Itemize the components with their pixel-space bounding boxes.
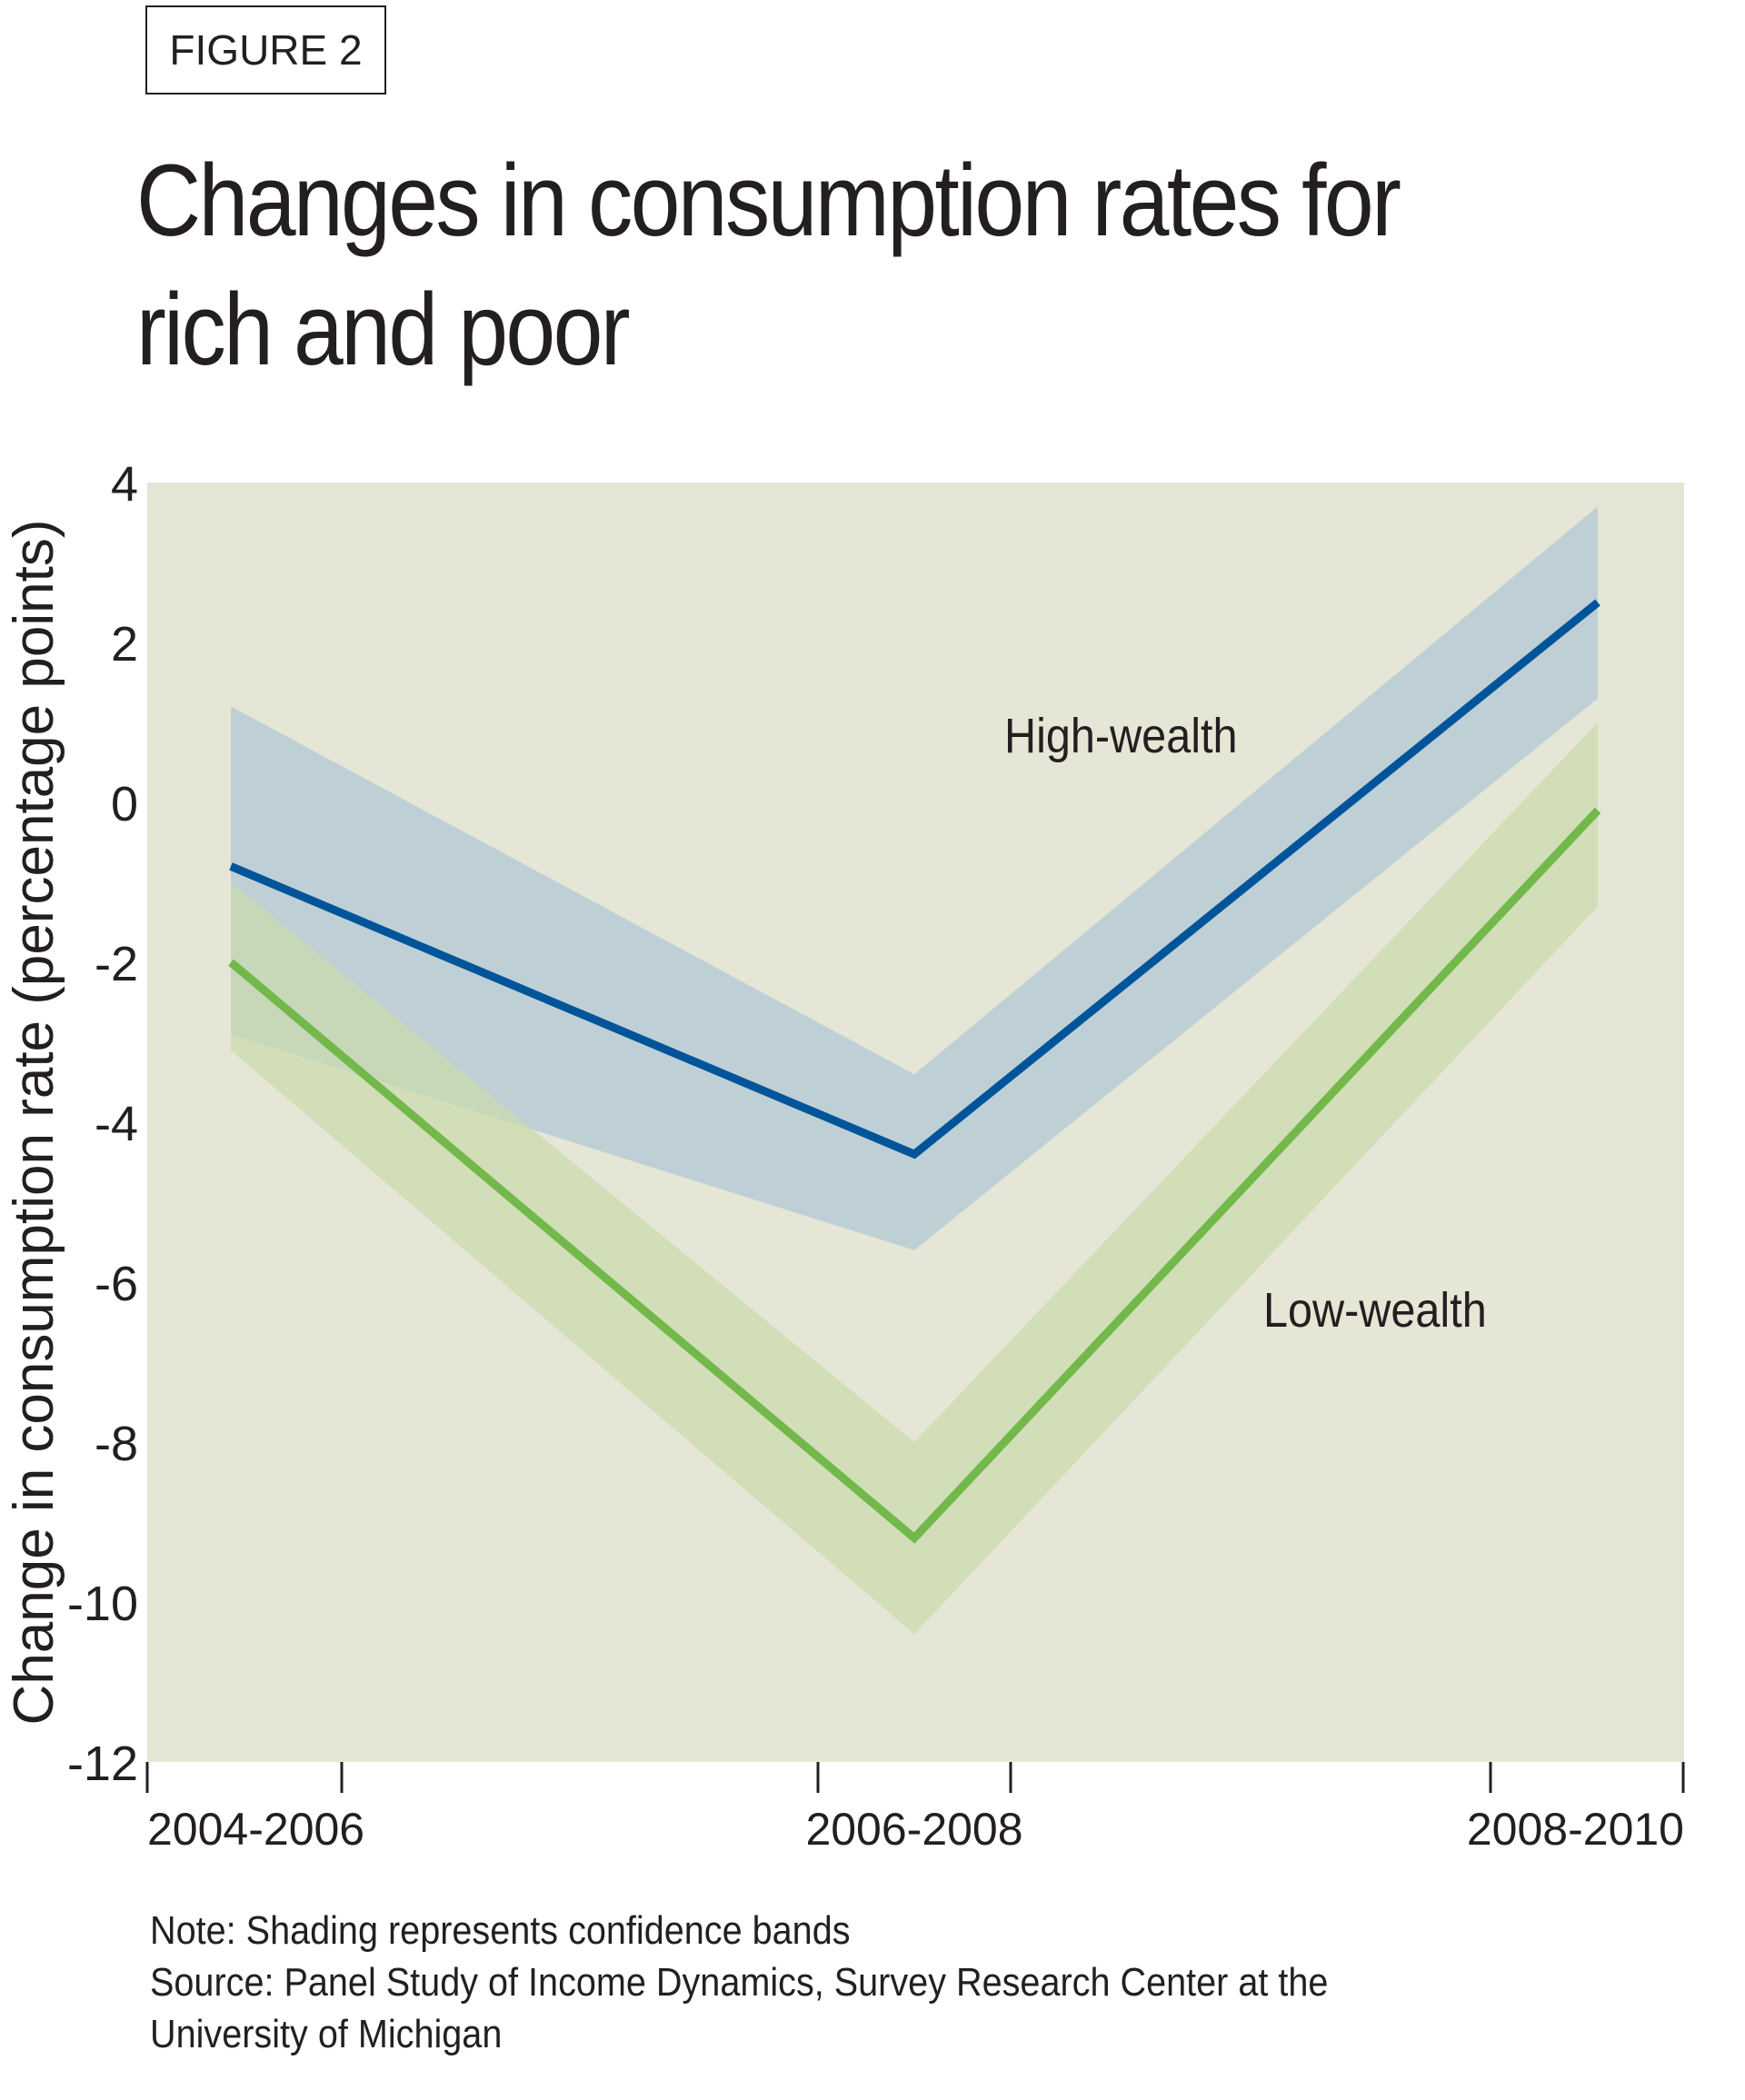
y-tick-label: -12 xyxy=(67,1737,138,1791)
y-tick-label: -2 xyxy=(95,937,138,991)
x-tick-label: 2008-2010 xyxy=(1467,1804,1684,1855)
confidence-band-low-wealth xyxy=(231,722,1598,1635)
note-text: Note: Shading represents confidence band… xyxy=(150,1908,851,1953)
y-axis-label: Change in consumption rate (percentage p… xyxy=(3,520,65,1726)
y-tick-label: -8 xyxy=(95,1417,138,1471)
x-tick-label: 2006-2008 xyxy=(805,1804,1022,1855)
y-tick-label: 0 xyxy=(111,777,138,831)
source-text-2: University of Michigan xyxy=(150,2012,503,2056)
series-label: Low-wealth xyxy=(1263,1282,1487,1338)
y-tick-label: 2 xyxy=(111,617,138,672)
y-tick-label: -4 xyxy=(95,1097,138,1151)
chart-title: Changes in consumption rates for rich an… xyxy=(136,144,1401,386)
series-label: High-wealth xyxy=(1004,708,1238,763)
y-tick-label: -10 xyxy=(67,1577,138,1631)
y-tick-label: 4 xyxy=(111,457,138,512)
y-tick-label: -6 xyxy=(95,1257,138,1311)
confidence-band-high-wealth xyxy=(231,506,1598,1250)
x-tick-label: 2004-2006 xyxy=(147,1804,364,1855)
source-text: Source: Panel Study of Income Dynamics, … xyxy=(150,1960,1329,2005)
figure-label: FIGURE 2 xyxy=(145,5,386,95)
